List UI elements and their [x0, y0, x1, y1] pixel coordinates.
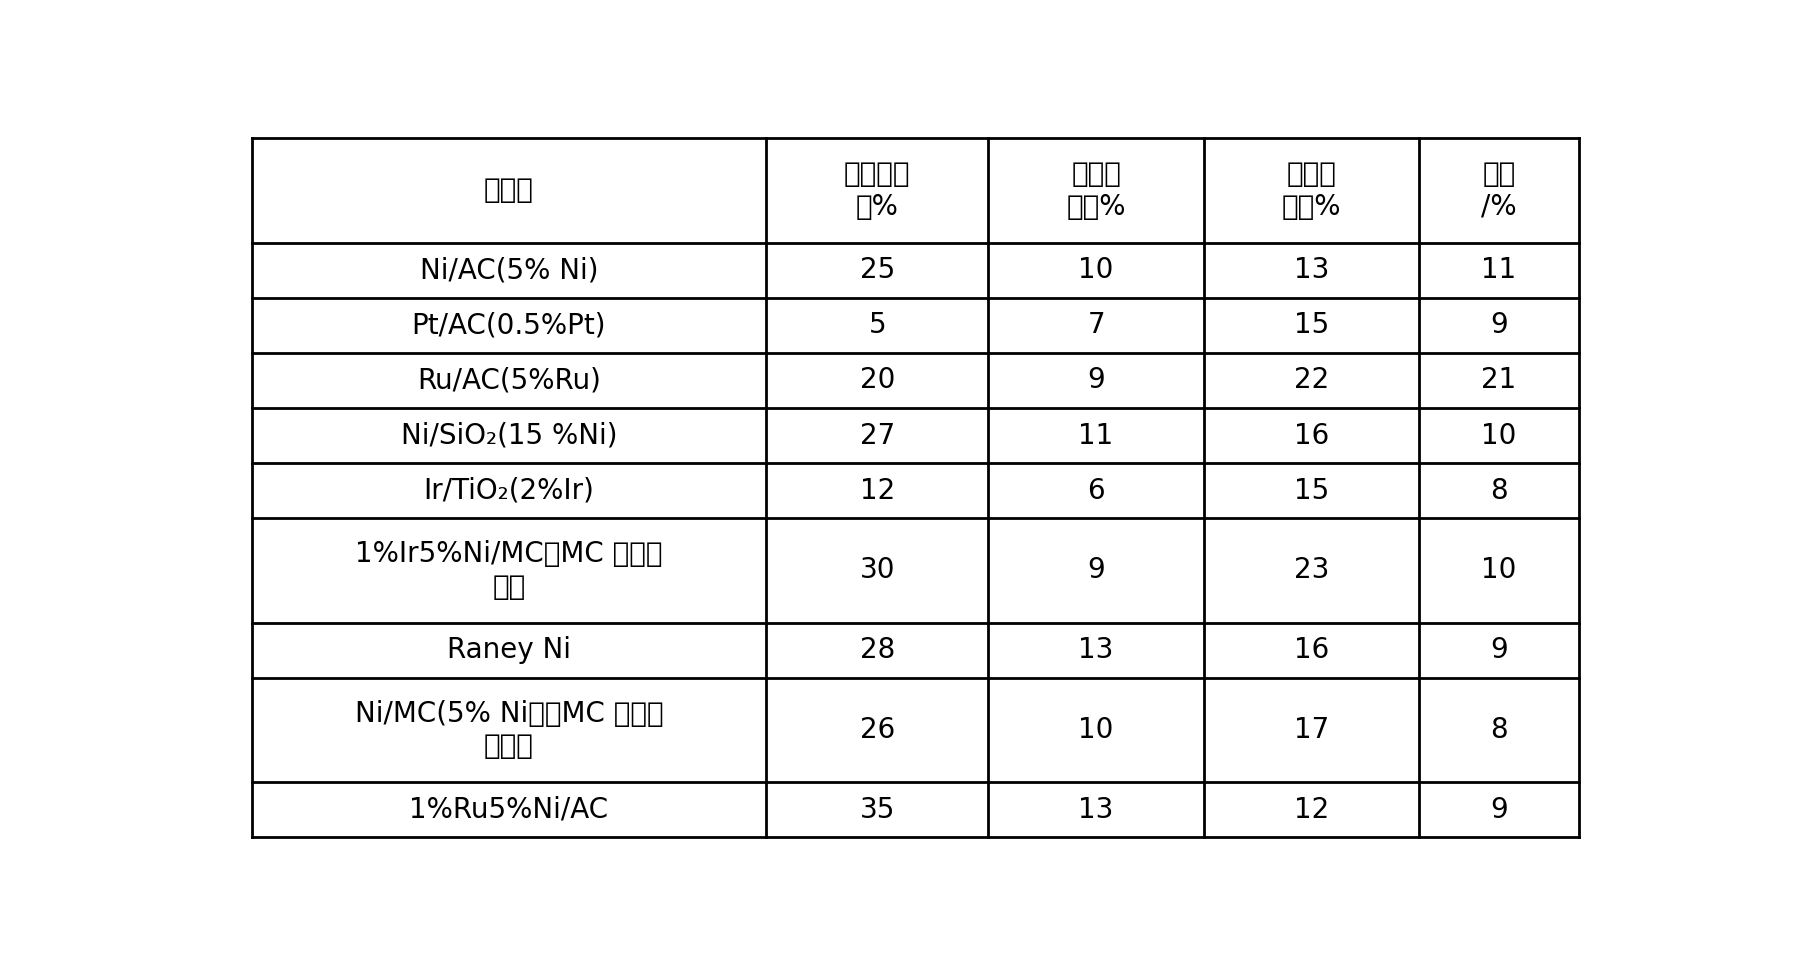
Text: 9: 9: [1490, 796, 1508, 824]
Text: 9: 9: [1490, 637, 1508, 665]
Text: 10: 10: [1078, 716, 1113, 744]
Text: Ni/AC(5% Ni): Ni/AC(5% Ni): [420, 256, 599, 284]
Text: 12: 12: [1295, 796, 1329, 824]
Text: 20: 20: [859, 366, 895, 394]
Text: 35: 35: [859, 796, 895, 824]
Text: 11: 11: [1481, 256, 1517, 284]
Text: 10: 10: [1481, 421, 1517, 449]
Text: 乙二醇收
率%: 乙二醇收 率%: [845, 160, 911, 220]
Text: 10: 10: [1481, 556, 1517, 584]
Text: 22: 22: [1295, 366, 1329, 394]
Text: 催化剂: 催化剂: [484, 177, 534, 205]
Text: 11: 11: [1078, 421, 1113, 449]
Text: 1%Ir5%Ni/MC（MC 为介孔
炭）: 1%Ir5%Ni/MC（MC 为介孔 炭）: [355, 540, 663, 601]
Text: Pt/AC(0.5%Pt): Pt/AC(0.5%Pt): [412, 311, 606, 339]
Text: 9: 9: [1490, 311, 1508, 339]
Text: Raney Ni: Raney Ni: [446, 637, 570, 665]
Text: 30: 30: [859, 556, 895, 584]
Text: 28: 28: [859, 637, 895, 665]
Text: 13: 13: [1078, 796, 1113, 824]
Text: 10: 10: [1078, 256, 1113, 284]
Text: 12: 12: [859, 476, 895, 504]
Text: 丙二醇
收率%: 丙二醇 收率%: [1067, 160, 1126, 220]
Text: 13: 13: [1078, 637, 1113, 665]
Text: 15: 15: [1295, 476, 1329, 504]
Text: Ni/MC(5% Ni，（MC 为介孔
炭））: Ni/MC(5% Ni，（MC 为介孔 炭））: [355, 700, 663, 760]
Text: 16: 16: [1295, 421, 1329, 449]
Text: 8: 8: [1490, 716, 1508, 744]
Text: 5: 5: [868, 311, 886, 339]
Text: 26: 26: [859, 716, 895, 744]
Text: 9: 9: [1087, 556, 1104, 584]
Text: 六元醇
收率%: 六元醇 收率%: [1282, 160, 1341, 220]
Text: 7: 7: [1087, 311, 1104, 339]
Text: 21: 21: [1481, 366, 1517, 394]
Text: 15: 15: [1295, 311, 1329, 339]
Text: 8: 8: [1490, 476, 1508, 504]
Text: 9: 9: [1087, 366, 1104, 394]
Text: Ru/AC(5%Ru): Ru/AC(5%Ru): [418, 366, 601, 394]
Text: Ni/SiO₂(15 %Ni): Ni/SiO₂(15 %Ni): [402, 421, 617, 449]
Text: 23: 23: [1295, 556, 1329, 584]
Text: 25: 25: [859, 256, 895, 284]
Text: 1%Ru5%Ni/AC: 1%Ru5%Ni/AC: [409, 796, 608, 824]
Text: 13: 13: [1295, 256, 1329, 284]
Text: 气体
/%: 气体 /%: [1481, 160, 1517, 220]
Text: Ir/TiO₂(2%Ir): Ir/TiO₂(2%Ir): [423, 476, 595, 504]
Text: 17: 17: [1295, 716, 1329, 744]
Text: 16: 16: [1295, 637, 1329, 665]
Text: 6: 6: [1087, 476, 1104, 504]
Text: 27: 27: [859, 421, 895, 449]
